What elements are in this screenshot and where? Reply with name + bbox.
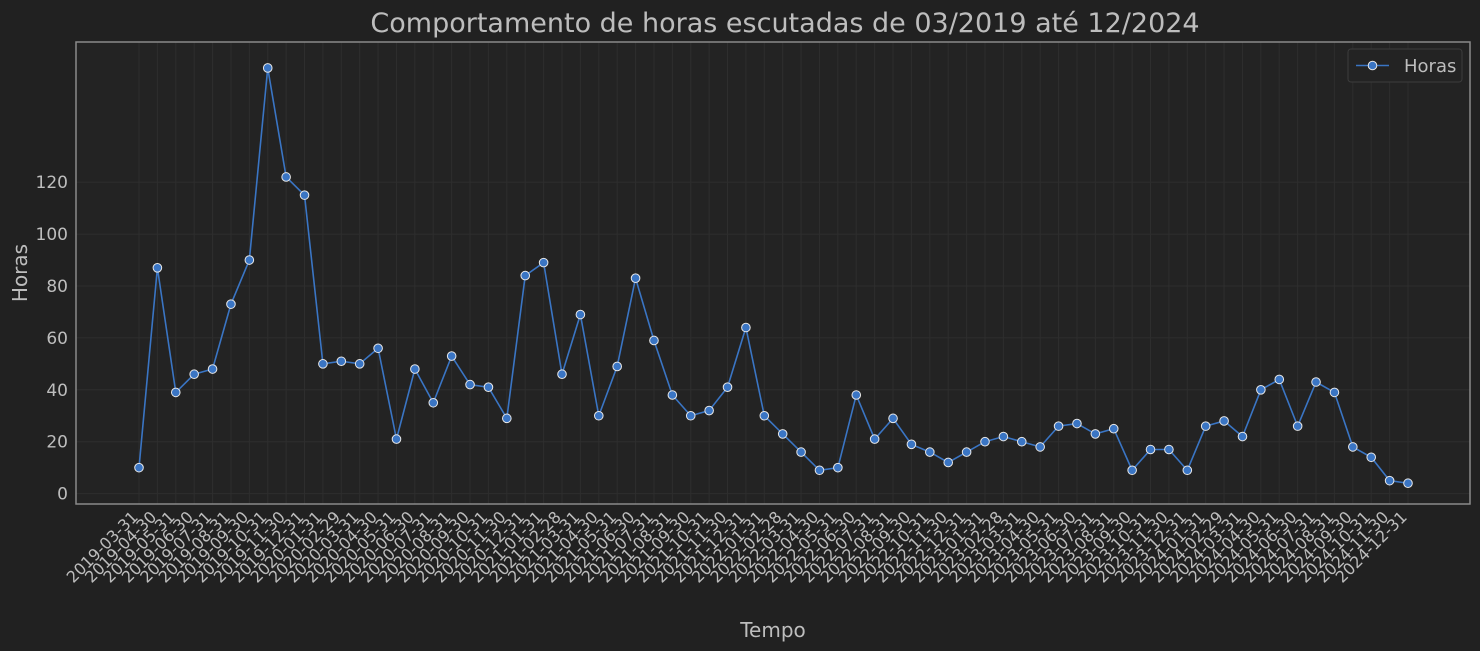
data-point: [667, 390, 678, 400]
data-point: [134, 462, 144, 473]
y-tick-label: 0: [57, 485, 68, 505]
legend: Horas: [1347, 48, 1463, 83]
data-point: [318, 359, 328, 369]
data-point: [1200, 421, 1211, 431]
legend-swatch-marker: [1367, 60, 1378, 71]
series-line: [138, 67, 1409, 485]
data-point: [796, 447, 806, 457]
data-point: [391, 434, 402, 444]
data-point: [170, 387, 181, 398]
data-point: [869, 434, 880, 444]
plot-area: [76, 42, 1470, 504]
data-point: [777, 429, 788, 439]
data-point: [649, 335, 659, 346]
data-point: [1072, 418, 1082, 429]
data-point: [1292, 421, 1303, 431]
data-point: [538, 257, 549, 268]
data-point: [557, 369, 567, 380]
series-layer: [134, 63, 1413, 489]
data-point: [502, 413, 512, 424]
data-point: [1237, 431, 1248, 442]
y-tick-label: 120: [36, 173, 68, 193]
data-point: [1016, 436, 1027, 447]
data-point: [1127, 465, 1137, 476]
data-point: [1035, 442, 1045, 452]
data-point: [1384, 475, 1395, 486]
y-axis-ticks: 0 20 40 60 80 100 120: [36, 173, 68, 504]
x-axis-label: Tempo: [739, 618, 806, 642]
data-point: [189, 369, 199, 380]
data-point: [428, 397, 439, 408]
data-point: [1256, 384, 1266, 395]
data-point: [998, 431, 1009, 442]
data-point: [244, 255, 255, 265]
data-point: [888, 413, 898, 424]
data-point: [1164, 444, 1174, 455]
data-point: [759, 410, 770, 421]
y-tick-label: 60: [46, 329, 68, 349]
y-axis-label: Horas: [8, 244, 32, 302]
data-point: [1145, 444, 1156, 455]
data-point: [704, 405, 714, 416]
x-axis-ticks: 2019-03-312019-04-302019-05-312019-06-30…: [63, 507, 1411, 586]
grid: [76, 42, 1470, 504]
data-point: [226, 299, 236, 309]
data-point: [299, 190, 310, 200]
y-tick-label: 20: [46, 433, 68, 453]
data-point: [465, 379, 475, 390]
data-point: [1090, 429, 1101, 439]
data-point: [980, 436, 990, 447]
data-point: [1329, 387, 1340, 398]
data-point: [833, 462, 843, 473]
data-point: [336, 356, 347, 367]
data-point: [851, 390, 862, 400]
data-point: [207, 364, 218, 374]
legend-label: Horas: [1404, 56, 1456, 77]
data-point: [1403, 478, 1413, 489]
data-point: [685, 410, 696, 421]
data-point: [354, 359, 365, 369]
data-point: [1053, 421, 1064, 431]
data-point: [593, 410, 604, 421]
data-point: [152, 263, 163, 273]
data-point: [961, 447, 972, 457]
data-point: [1219, 416, 1229, 426]
plot-frame: [75, 41, 1471, 505]
legend-box: [1347, 48, 1463, 83]
y-tick-label: 40: [46, 381, 68, 401]
data-point: [281, 172, 291, 182]
y-tick-label: 100: [36, 225, 68, 245]
data-point: [906, 439, 917, 450]
data-point: [446, 351, 457, 361]
data-point: [520, 270, 531, 281]
data-point: [741, 322, 751, 333]
data-point: [410, 364, 420, 374]
chart-title: Comportamento de horas escutadas de 03/2…: [370, 8, 1199, 39]
data-point: [1108, 423, 1119, 434]
data-point: [1274, 374, 1285, 385]
data-point: [373, 343, 383, 354]
data-point: [630, 273, 641, 283]
data-point: [262, 63, 273, 73]
data-point: [943, 457, 954, 468]
data-point: [1311, 377, 1321, 387]
y-tick-label: 80: [46, 277, 68, 297]
data-point: [612, 361, 622, 372]
data-point: [1348, 442, 1358, 452]
data-point: [1182, 465, 1193, 476]
data-point: [483, 382, 494, 393]
data-point: [575, 309, 586, 320]
data-point: [814, 465, 825, 476]
data-point: [722, 382, 733, 393]
data-point: [1366, 452, 1377, 463]
data-point: [925, 447, 935, 457]
